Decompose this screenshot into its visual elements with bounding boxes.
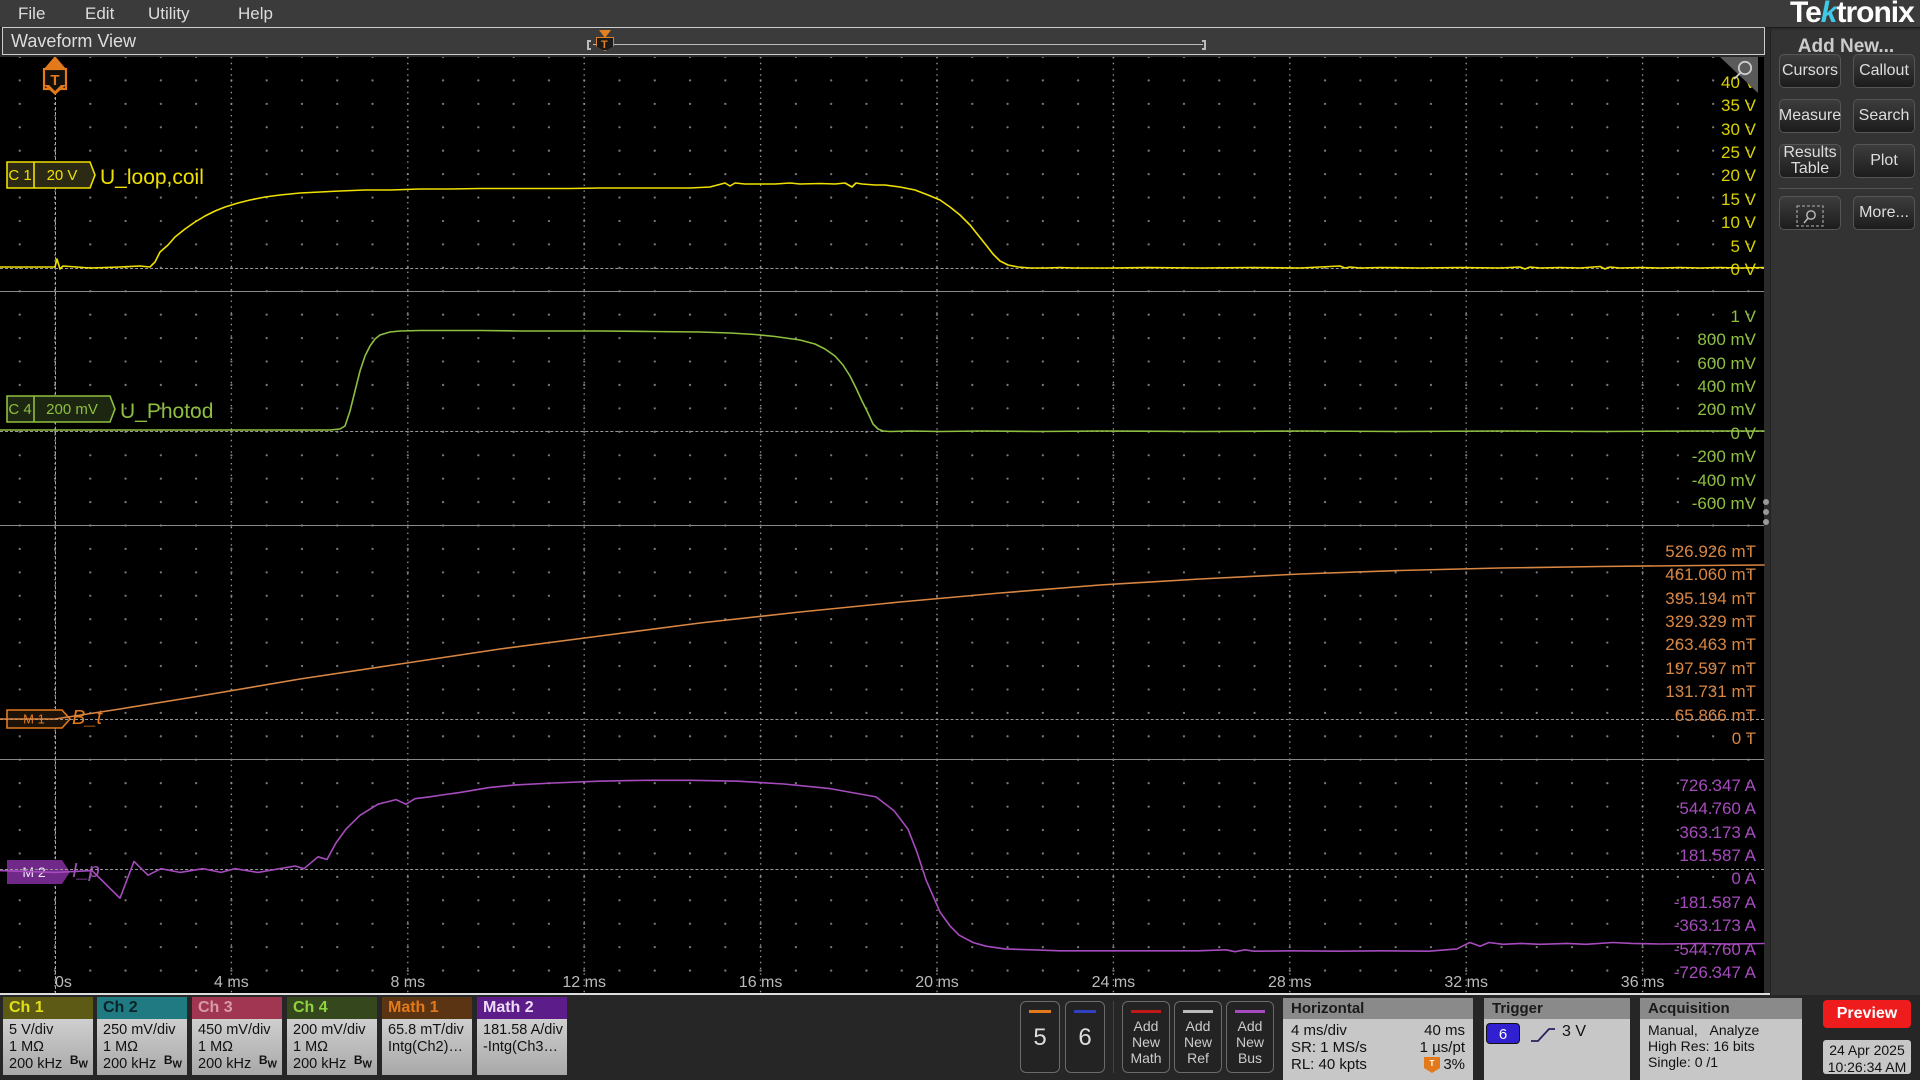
- svg-text:T: T: [1430, 1059, 1435, 1068]
